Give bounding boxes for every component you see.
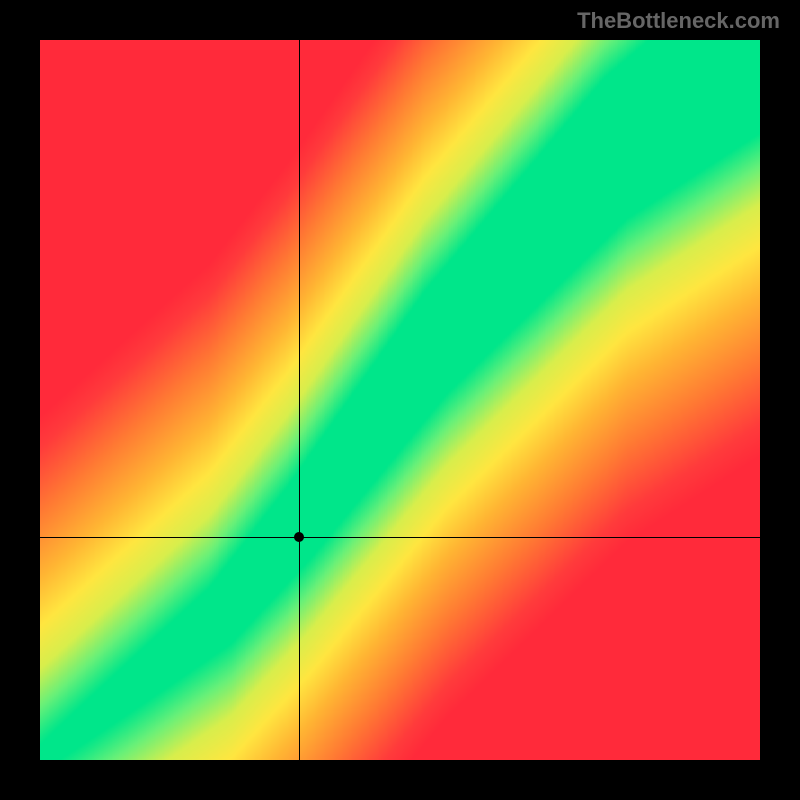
watermark-text: TheBottleneck.com <box>577 8 780 34</box>
heatmap-canvas <box>40 40 760 760</box>
crosshair-vertical <box>299 40 300 760</box>
crosshair-horizontal <box>40 537 760 538</box>
data-point-marker <box>294 532 304 542</box>
heatmap-plot <box>40 40 760 760</box>
